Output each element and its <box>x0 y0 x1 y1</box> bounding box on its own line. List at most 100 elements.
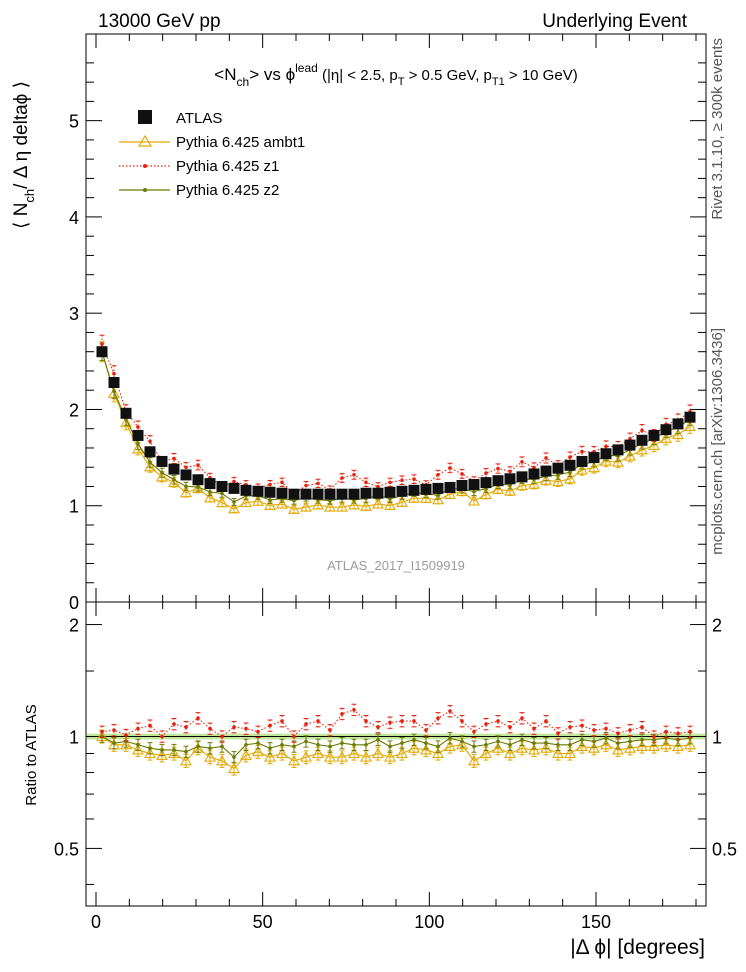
main-point-z1-3 <box>136 425 140 429</box>
ratio-point-z1-8 <box>196 716 200 720</box>
main-line-z1 <box>101 343 691 495</box>
ratio-point-z2-16 <box>292 744 296 749</box>
ratio-point-z1-18 <box>316 719 320 723</box>
main-point-z2-24 <box>388 497 392 501</box>
ratio-point-z1-41 <box>592 728 596 732</box>
atlas-point-47 <box>660 424 672 436</box>
ratio-point-z1-36 <box>532 726 536 731</box>
main-point-z1-24 <box>388 480 392 485</box>
main-point-z1-28 <box>436 472 440 477</box>
ratio-point-z1-35 <box>520 716 524 720</box>
side-label-mcplots: mcplots.cern.ch [arXiv:1306.3436] <box>709 328 726 555</box>
main-point-z1-33 <box>496 466 500 471</box>
main-line-ambt1 <box>101 351 691 510</box>
ratio-point-z1-1 <box>112 728 116 732</box>
main-point-ambt1-15 <box>276 497 288 509</box>
main-point-z2-10 <box>220 491 224 496</box>
ratio-point-ambt1-37 <box>540 742 552 753</box>
atlas-point-12 <box>240 484 252 496</box>
ratio-point-z2-17 <box>304 739 308 744</box>
ratio-point-ambt1-21 <box>348 747 360 759</box>
y-tick-label-3: 3 <box>69 304 79 324</box>
main-point-ambt1-26 <box>408 492 420 503</box>
main-point-z2-8 <box>196 485 200 489</box>
ratio-point-ambt1-9 <box>204 750 216 762</box>
legend-marker-ambt1 <box>137 134 153 147</box>
main-point-z2-28 <box>436 493 440 498</box>
legend-label-z1: Pythia 6.425 z1 <box>176 158 279 175</box>
main-point-ambt1-29 <box>444 488 456 499</box>
main-point-ambt1-39 <box>564 472 576 484</box>
ratio-point-z1-0 <box>100 729 104 734</box>
ratio-point-z2-33 <box>496 739 500 744</box>
atlas-point-41 <box>588 452 600 464</box>
ratio-point-z2-15 <box>280 742 284 747</box>
atlas-point-48 <box>672 418 684 430</box>
ratio-point-ambt1-23 <box>372 747 384 759</box>
atlas-point-21 <box>348 488 360 500</box>
ratio-point-z1-15 <box>280 719 284 723</box>
atlas-point-25 <box>396 485 408 497</box>
title-part-n: <N <box>214 65 236 84</box>
atlas-point-43 <box>612 444 624 456</box>
atlas-point-29 <box>444 481 456 493</box>
ratio-point-ambt1-41 <box>588 742 600 753</box>
ratio-point-ambt1-4 <box>144 747 156 759</box>
title-sub-t: T <box>398 76 405 88</box>
x-tick-label-0: 0 <box>91 912 101 932</box>
ratio-point-z2-20 <box>340 741 344 745</box>
main-point-z2-4 <box>148 460 152 465</box>
ratio-point-z2-21 <box>352 742 356 747</box>
legend-label-z2: Pythia 6.425 z2 <box>176 182 279 199</box>
main-point-ambt1-12 <box>240 496 252 508</box>
x-tick-label-150: 150 <box>581 912 611 932</box>
ratio-point-ambt1-27 <box>420 743 432 755</box>
ratio-point-z1-7 <box>184 725 188 729</box>
ratio-point-z1-47 <box>664 729 668 734</box>
x-tick-label-50: 50 <box>253 912 273 932</box>
main-point-z1-8 <box>196 463 200 467</box>
ratio-point-z1-14 <box>268 723 272 728</box>
atlas-point-22 <box>360 487 372 499</box>
atlas-point-8 <box>192 474 204 486</box>
ratio-point-z2-19 <box>328 744 332 749</box>
ratio-point-ambt1-36 <box>528 743 540 755</box>
ratio-point-z1-49 <box>688 729 692 734</box>
ratio-point-z1-22 <box>364 719 368 723</box>
main-point-ambt1-35 <box>516 479 528 491</box>
ratio-tick-label-left-2: 2 <box>69 616 79 636</box>
y-tick-label-0: 0 <box>69 593 79 613</box>
title-sup-lead: lead <box>295 61 318 75</box>
y-tick-label-2: 2 <box>69 400 79 420</box>
ratio-point-z1-29 <box>448 709 452 713</box>
atlas-point-23 <box>372 487 384 499</box>
main-point-z1-15 <box>280 480 284 485</box>
ratio-point-z1-44 <box>628 728 632 732</box>
atlas-point-40 <box>576 455 588 467</box>
main-point-ambt1-7 <box>180 486 192 498</box>
ratio-point-z1-33 <box>496 719 500 723</box>
ratio-point-z1-10 <box>220 734 224 739</box>
plot-title: <Nch> vs ϕlead (|η| < 2.5, pT > 0.5 GeV,… <box>214 61 577 89</box>
main-point-z1-21 <box>352 472 356 477</box>
ratio-point-z2-44 <box>628 739 632 744</box>
main-point-ambt1-13 <box>252 495 264 506</box>
ratio-point-z1-46 <box>652 734 656 739</box>
atlas-point-3 <box>132 429 144 441</box>
ratio-point-z1-34 <box>508 725 512 729</box>
ratio-point-z1-28 <box>436 716 440 720</box>
main-point-ambt1-22 <box>360 500 372 511</box>
main-point-z1-22 <box>364 480 368 485</box>
ratio-point-z2-31 <box>472 744 476 749</box>
ratio-point-ambt1-26 <box>408 742 420 753</box>
main-point-z1-37 <box>544 456 548 460</box>
ratio-point-z2-29 <box>448 736 452 740</box>
legend: ATLAS Pythia 6.425 ambt1 Pythia 6.425 z1… <box>119 110 305 199</box>
ratio-point-z2-6 <box>172 748 176 752</box>
ratio-point-z2-42 <box>604 736 608 740</box>
atlas-point-5 <box>156 455 168 467</box>
ratio-point-ambt1-13 <box>252 745 264 757</box>
main-point-z1-4 <box>148 439 152 444</box>
ratio-point-z1-27 <box>424 728 428 732</box>
